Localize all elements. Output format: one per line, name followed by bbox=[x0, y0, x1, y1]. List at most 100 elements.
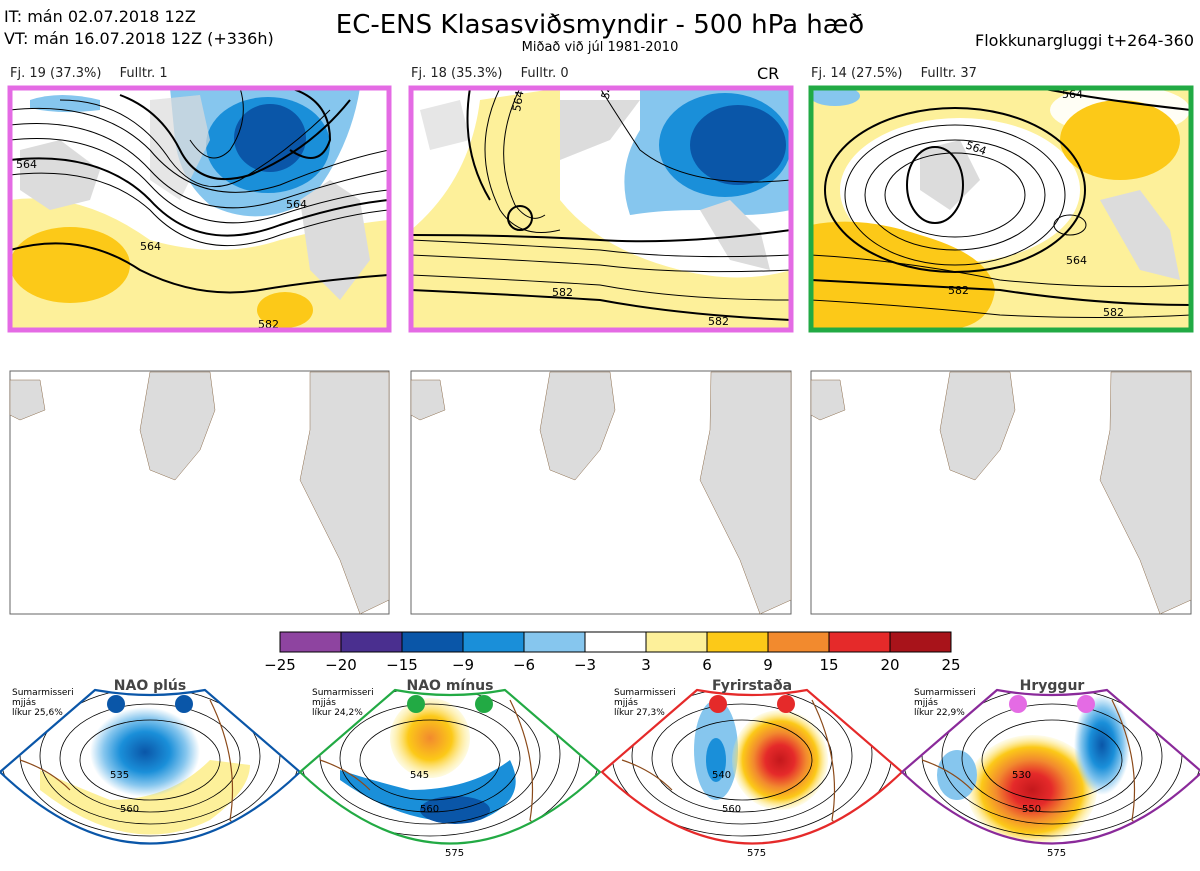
regime-title: Hryggur bbox=[1020, 678, 1085, 694]
regime-marker-dot bbox=[709, 695, 727, 713]
page-subtitle: Miðað við júl 1981-2010 bbox=[521, 40, 679, 55]
regime-note-line: Sumarmisseri bbox=[12, 688, 74, 698]
colorbar-bin bbox=[584, 631, 647, 653]
regime-note-line: mjjás bbox=[914, 698, 938, 708]
colorbar-tick-label: −3 bbox=[574, 656, 596, 674]
colorbar-bin bbox=[706, 631, 769, 653]
colorbar-tick-label: 6 bbox=[702, 656, 712, 674]
panel-2-cluster: Fj. 18 (35.3%) bbox=[411, 66, 503, 81]
panel-1-contour-label-3: 582 bbox=[258, 318, 279, 331]
regime-contour-label: 560 bbox=[420, 804, 439, 815]
panel-1-cluster: Fj. 19 (37.3%) bbox=[10, 66, 102, 81]
colorbar-bin bbox=[767, 631, 830, 653]
panel-2-representative: Fulltr. 0 bbox=[520, 66, 569, 81]
regime-contour-label: 560 bbox=[722, 804, 741, 815]
colorbar-bin bbox=[523, 631, 586, 653]
regime-note-line: mjjás bbox=[614, 698, 638, 708]
base-map-3 bbox=[810, 370, 1192, 615]
regime-note-line: mjjás bbox=[312, 698, 336, 708]
regime-marker-dot bbox=[175, 695, 193, 713]
panel-2-label: Fj. 18 (35.3%) Fulltr. 0 bbox=[411, 66, 583, 81]
regime-note-line: mjjás bbox=[12, 698, 36, 708]
panel-3-contour-label-2: 564 bbox=[1066, 254, 1087, 267]
colorbar-bin bbox=[401, 631, 464, 653]
colorbar-bin bbox=[462, 631, 525, 653]
colorbar-tick-label: −25 bbox=[264, 656, 296, 674]
colorbar-bin bbox=[279, 631, 342, 653]
regime-marker-dot bbox=[407, 695, 425, 713]
colorbar-tick-label: −15 bbox=[386, 656, 418, 674]
colorbar-bin bbox=[645, 631, 708, 653]
regime-contour-label: 550 bbox=[1022, 804, 1041, 815]
regime-title: NAO plús bbox=[114, 678, 186, 694]
regime-contour-label: 575 bbox=[747, 848, 766, 859]
panel-3-frame bbox=[808, 85, 1194, 333]
regime-marker-dot bbox=[777, 695, 795, 713]
panel-1-label: Fj. 19 (37.3%) Fulltr. 1 bbox=[10, 66, 182, 81]
regime-note-line: líkur 25,6% bbox=[12, 708, 63, 718]
panel-1-contour-label-4: 564 bbox=[140, 240, 161, 253]
classification-window: Flokkunargluggi t+264-360 bbox=[975, 31, 1194, 50]
panel-2-frame bbox=[408, 85, 794, 333]
regime-contour-label: 545 bbox=[410, 770, 429, 781]
regime-note-line: líkur 24,2% bbox=[312, 708, 363, 718]
panel-3-label: Fj. 14 (27.5%) Fulltr. 37 bbox=[811, 66, 991, 81]
panel-2-contour-label-2: 582 bbox=[552, 286, 573, 299]
panel-3-representative: Fulltr. 37 bbox=[920, 66, 977, 81]
regime-note-line: líkur 27,3% bbox=[614, 708, 665, 718]
regime-2: 545 560 575 NAO mínus Sumarmisserimjjáslíkur… bbox=[298, 678, 602, 859]
regime-title: Fyrirstaða bbox=[712, 678, 792, 694]
regime-contour-label: 540 bbox=[712, 770, 731, 781]
colorbar: −25 −20 −15 −9 −6 −3 3 6 9 15 20 25 bbox=[264, 631, 961, 674]
colorbar-tick-label: 15 bbox=[819, 656, 838, 674]
panel-3-contour-label-5: 564 bbox=[1062, 88, 1083, 101]
panel-3-contour-label-3: 582 bbox=[948, 284, 969, 297]
regime-contour-label: 535 bbox=[110, 770, 129, 781]
colorbar-bin bbox=[340, 631, 403, 653]
base-map-2 bbox=[410, 370, 792, 615]
base-map-1 bbox=[9, 370, 390, 615]
page-title: EC-ENS Klasasviðsmyndir - 500 hPa hæð bbox=[335, 10, 865, 40]
colorbar-tick-label: −20 bbox=[325, 656, 357, 674]
header-info: IT: mán 02.07.2018 12Z VT: mán 16.07.201… bbox=[4, 6, 274, 50]
regime-note-line: líkur 22,9% bbox=[914, 708, 965, 718]
panel-1-contour-label-2: 564 bbox=[286, 198, 307, 211]
regime-note-line: Sumarmisseri bbox=[614, 688, 676, 698]
regime-marker-dot bbox=[107, 695, 125, 713]
regime-marker-dot bbox=[1077, 695, 1095, 713]
regime-contour-label: 560 bbox=[120, 804, 139, 815]
regime-marker-dot bbox=[1009, 695, 1027, 713]
colorbar-tick-label: −6 bbox=[513, 656, 535, 674]
panel-3-map: 564 564 582 582 564 bbox=[811, 88, 1191, 330]
panel-1-representative: Fulltr. 1 bbox=[119, 66, 168, 81]
regime-contour-label: 575 bbox=[445, 848, 464, 859]
valid-time: VT: mán 16.07.2018 12Z (+336h) bbox=[4, 29, 274, 48]
regime-3: 540 560 575 Fyrirstaða Sumarmisserimjjáslíku… bbox=[600, 678, 904, 859]
panel-1-map: 564 564 582 564 bbox=[10, 88, 389, 331]
cr-label: CR bbox=[757, 64, 780, 83]
regime-contour-label: 530 bbox=[1012, 770, 1031, 781]
colorbar-tick-label: −9 bbox=[452, 656, 474, 674]
panel-3-contour-label-4: 582 bbox=[1103, 306, 1124, 319]
panel-2-map: 564 582 582 546 bbox=[411, 88, 791, 330]
panel-1-contour-label-1: 564 bbox=[16, 158, 37, 171]
regime-marker-dot bbox=[475, 695, 493, 713]
panel-1-frame bbox=[7, 85, 392, 333]
colorbar-tick-label: 9 bbox=[763, 656, 773, 674]
panel-2-contour-label-1: 564 bbox=[510, 90, 526, 113]
initial-time: IT: mán 02.07.2018 12Z bbox=[4, 7, 196, 26]
regime-note-line: Sumarmisseri bbox=[914, 688, 976, 698]
regime-contour-label: 575 bbox=[1047, 848, 1066, 859]
panel-3-cluster: Fj. 14 (27.5%) bbox=[811, 66, 903, 81]
panel-2-contour-label-3: 582 bbox=[708, 315, 729, 328]
regime-title: NAO mínus bbox=[407, 678, 494, 694]
colorbar-bin bbox=[828, 631, 891, 653]
colorbar-tick-label: 20 bbox=[880, 656, 899, 674]
colorbar-tick-label: 3 bbox=[641, 656, 651, 674]
colorbar-tick-label: 25 bbox=[941, 656, 960, 674]
regime-note-line: Sumarmisseri bbox=[312, 688, 374, 698]
